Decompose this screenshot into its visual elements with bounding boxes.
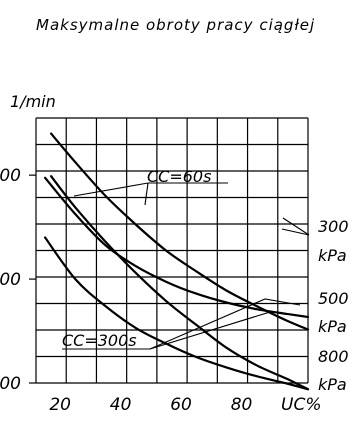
x-tick-label: 40 bbox=[110, 395, 132, 415]
chart-grid bbox=[29, 117, 309, 384]
y-axis-label: 1/min bbox=[10, 92, 56, 111]
pressure-300-unit: kPa bbox=[318, 246, 347, 265]
y-tick-label: 000 bbox=[0, 270, 21, 290]
leader-300kpa-a bbox=[282, 217, 310, 236]
chart-title: Maksymalne obroty pracy ciągłej bbox=[36, 16, 315, 34]
pressure-800-unit: kPa bbox=[318, 375, 347, 394]
y-tick-labels: 000 000 000 bbox=[0, 166, 21, 394]
annotation-cc60: CC=60s bbox=[147, 167, 211, 186]
x-tick-label: 20 bbox=[49, 395, 71, 415]
pressure-300-value: 300 bbox=[318, 217, 349, 236]
chart-curves bbox=[44, 132, 310, 391]
leader-cc300 bbox=[62, 298, 301, 350]
annotation-cc300: CC=300s bbox=[62, 331, 137, 350]
x-tick-labels: 20 40 60 80 bbox=[49, 395, 252, 415]
x-tick-label: 60 bbox=[170, 395, 192, 415]
y-tick-label: 000 bbox=[0, 166, 21, 186]
annotation-leaders bbox=[62, 182, 310, 350]
x-tick-label: 80 bbox=[231, 395, 253, 415]
leader-cc300-b bbox=[149, 311, 271, 350]
pressure-800-value: 800 bbox=[318, 347, 349, 366]
leader-cc60-b bbox=[144, 182, 149, 206]
pressure-500-unit: kPa bbox=[318, 317, 347, 336]
series-line-0 bbox=[50, 132, 310, 331]
series-line-2 bbox=[50, 175, 310, 391]
y-tick-label: 000 bbox=[0, 374, 21, 394]
x-axis-label: UC% bbox=[281, 395, 321, 415]
series-line-1 bbox=[44, 176, 310, 319]
leader-300kpa-b bbox=[281, 228, 310, 236]
pressure-500-value: 500 bbox=[318, 289, 349, 308]
series-line-3 bbox=[44, 236, 310, 391]
